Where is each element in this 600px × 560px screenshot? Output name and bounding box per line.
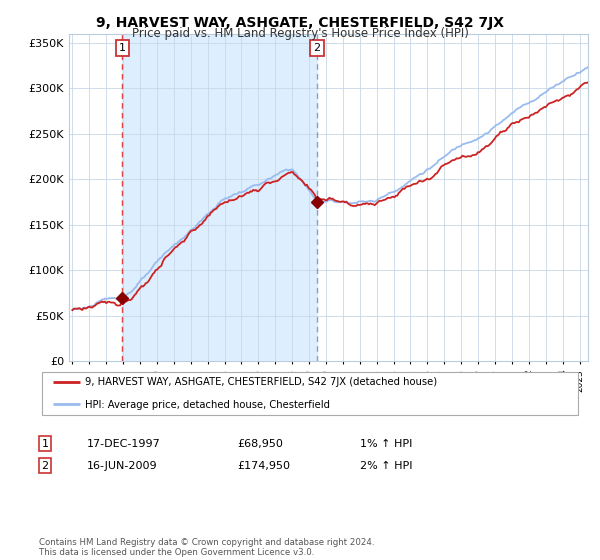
- Text: 1: 1: [41, 438, 49, 449]
- Text: Price paid vs. HM Land Registry's House Price Index (HPI): Price paid vs. HM Land Registry's House …: [131, 27, 469, 40]
- FancyBboxPatch shape: [42, 372, 578, 415]
- Text: HPI: Average price, detached house, Chesterfield: HPI: Average price, detached house, Ches…: [85, 400, 330, 410]
- Text: 1% ↑ HPI: 1% ↑ HPI: [360, 438, 412, 449]
- Bar: [122, 34, 317, 361]
- Text: £174,950: £174,950: [237, 461, 290, 471]
- Text: 17-DEC-1997: 17-DEC-1997: [87, 438, 161, 449]
- Text: 1: 1: [119, 43, 126, 53]
- Text: 9, HARVEST WAY, ASHGATE, CHESTERFIELD, S42 7JX: 9, HARVEST WAY, ASHGATE, CHESTERFIELD, S…: [96, 16, 504, 30]
- Text: £68,950: £68,950: [237, 438, 283, 449]
- Text: 2% ↑ HPI: 2% ↑ HPI: [360, 461, 413, 471]
- Text: Contains HM Land Registry data © Crown copyright and database right 2024.
This d: Contains HM Land Registry data © Crown c…: [39, 538, 374, 557]
- Text: 9, HARVEST WAY, ASHGATE, CHESTERFIELD, S42 7JX (detached house): 9, HARVEST WAY, ASHGATE, CHESTERFIELD, S…: [85, 377, 437, 388]
- Text: 16-JUN-2009: 16-JUN-2009: [87, 461, 158, 471]
- Text: 2: 2: [313, 43, 320, 53]
- Text: 2: 2: [41, 461, 49, 471]
